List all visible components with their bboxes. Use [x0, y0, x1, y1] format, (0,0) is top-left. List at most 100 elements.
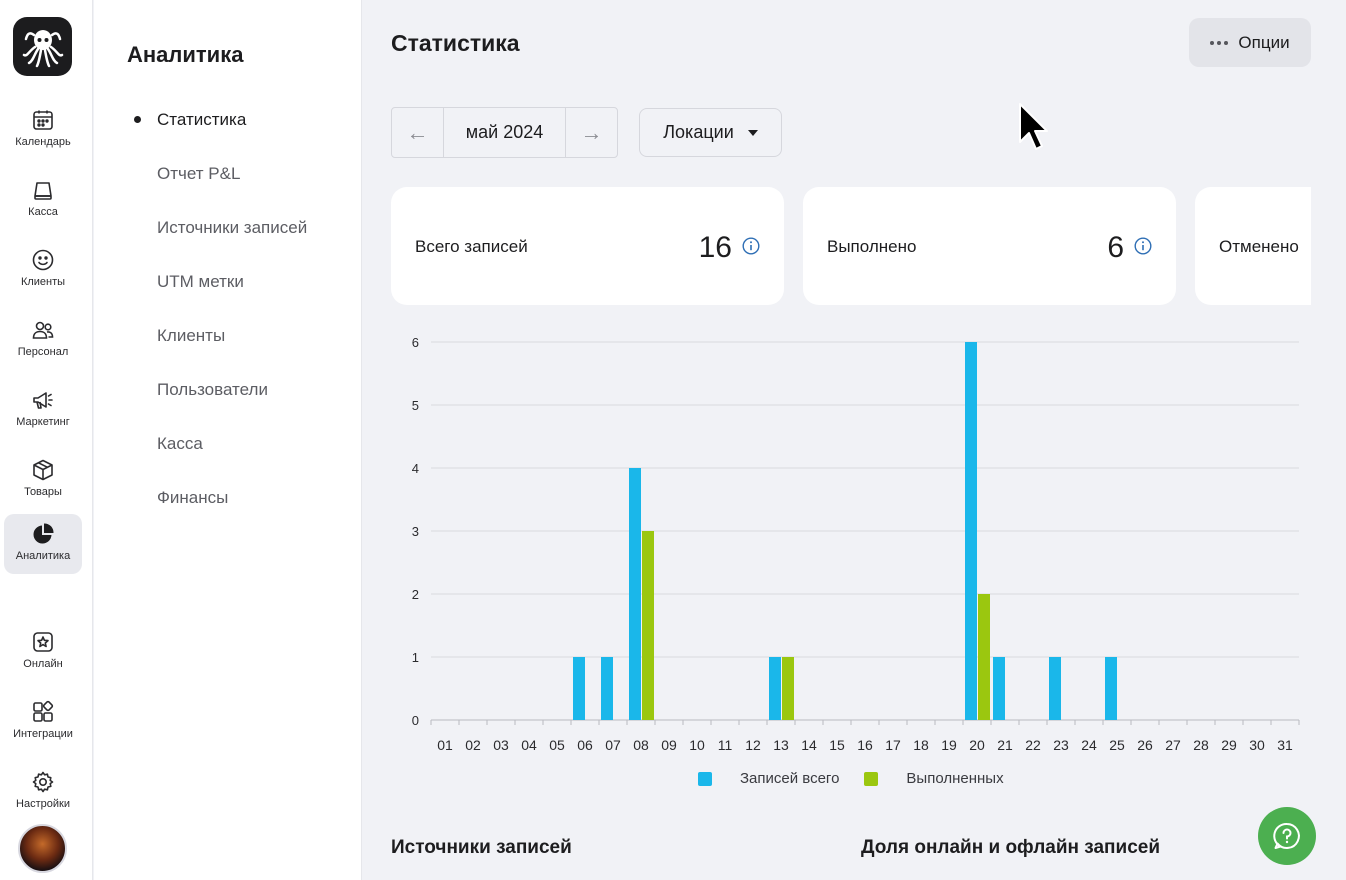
cash-register-icon: [34, 182, 52, 200]
online-offline-section-title: Доля онлайн и офлайн записей: [861, 837, 1161, 858]
x-tick-label: 17: [885, 737, 901, 753]
locations-dropdown[interactable]: Локации: [639, 108, 782, 157]
legend-swatch-total[interactable]: [698, 771, 712, 786]
rail-item-calendar[interactable]: Календарь: [4, 100, 82, 160]
options-button[interactable]: Опции: [1189, 18, 1311, 67]
x-tick-label: 01: [437, 737, 453, 753]
x-tick-label: 21: [997, 737, 1013, 753]
submenu-item-utm[interactable]: UTM метки: [157, 272, 244, 291]
x-tick-label: 02: [465, 737, 481, 753]
user-avatar[interactable]: [18, 824, 67, 873]
rail-item-settings[interactable]: Настройки: [4, 762, 82, 822]
rail-item-analytics[interactable]: Аналитика: [4, 514, 82, 574]
smile-icon: [32, 249, 54, 271]
bar-total-20: [965, 342, 977, 720]
submenu-item-users[interactable]: Пользователи: [157, 380, 268, 399]
submenu-item-finance[interactable]: Финансы: [157, 488, 229, 507]
sources-section-title: Источники записей: [391, 837, 572, 858]
octopus-logo[interactable]: [13, 17, 72, 76]
x-tick-label: 25: [1109, 737, 1125, 753]
rail-label: Маркетинг: [16, 416, 70, 428]
rail-label: Касса: [28, 206, 58, 218]
x-tick-label: 31: [1277, 737, 1293, 753]
rail-label: Персонал: [17, 346, 69, 358]
x-tick-label: 19: [941, 737, 957, 753]
x-tick-label: 09: [661, 737, 677, 753]
stat-label: Всего записей: [415, 237, 528, 256]
x-tick-label: 03: [493, 737, 509, 753]
info-icon[interactable]: [1134, 237, 1152, 255]
x-tick-label: 30: [1249, 737, 1265, 753]
rail-item-cash[interactable]: Касса: [4, 170, 82, 230]
submenu-item-clients[interactable]: Клиенты: [157, 326, 226, 345]
analytics-submenu: Аналитика Статистика Отчет P&L Источники…: [94, 0, 362, 880]
x-tick-label: 13: [773, 737, 789, 753]
submenu-item-sources[interactable]: Источники записей: [157, 218, 308, 237]
staff-icon: [32, 321, 54, 339]
x-tick-label: 29: [1221, 737, 1237, 753]
legend-label-done: Выполненных: [906, 770, 1004, 787]
star-badge-icon: [33, 632, 53, 652]
calendar-icon: [33, 110, 53, 130]
rail-item-staff[interactable]: Персонал: [4, 310, 82, 370]
submenu-item-cash[interactable]: Касса: [157, 434, 203, 453]
rail-item-integrations[interactable]: Интеграции: [4, 692, 82, 752]
legend-swatch-done[interactable]: [864, 771, 879, 786]
box-icon: [33, 459, 53, 481]
stat-value: 16: [698, 231, 732, 264]
rail-label: Клиенты: [20, 276, 66, 288]
x-tick-label: 11: [718, 737, 733, 753]
rail-item-online[interactable]: Онлайн: [4, 622, 82, 682]
stat-card-done: Выполнено 6: [803, 187, 1176, 305]
x-tick-label: 18: [913, 737, 929, 753]
x-tick-label: 12: [745, 737, 761, 753]
submenu-item-statistics[interactable]: Статистика: [157, 110, 247, 129]
info-icon[interactable]: [742, 237, 760, 255]
mouse-cursor-icon: [1019, 103, 1048, 150]
options-label: Опции: [1238, 32, 1290, 52]
y-tick-label: 2: [412, 587, 419, 602]
rail-item-goods[interactable]: Товары: [4, 450, 82, 510]
rail-item-marketing[interactable]: Маркетинг: [4, 380, 82, 440]
x-tick-label: 16: [857, 737, 873, 753]
bar-total-23: [1049, 657, 1061, 720]
active-bullet: [134, 116, 141, 123]
icon-rail: Календарь Касса Клиенты Персонал Маркети…: [0, 0, 93, 880]
y-tick-label: 4: [412, 461, 419, 476]
bar-total-25: [1105, 657, 1117, 720]
x-tick-label: 28: [1193, 737, 1209, 753]
submenu-item-pnl[interactable]: Отчет P&L: [157, 164, 241, 183]
puzzle-icon: [33, 700, 54, 722]
prev-month-button[interactable]: ←: [392, 108, 443, 157]
daily-records-chart: 0 1 2 3 4 5 6 01 02 03 04 05 06 07 08 09 10 11 12 13 14 15 16 1…: [391, 330, 1306, 765]
rail-label: Онлайн: [23, 658, 63, 670]
current-month[interactable]: май 2024: [443, 108, 566, 157]
rail-item-clients[interactable]: Клиенты: [4, 240, 82, 300]
chart-legend: Записей всего Выполненных: [698, 770, 1004, 787]
date-switcher: ← май 2024 →: [391, 107, 618, 158]
bar-total-13: [769, 657, 781, 720]
stat-value: 6: [1107, 231, 1124, 264]
next-month-button[interactable]: →: [566, 108, 617, 157]
locations-label: Локации: [663, 122, 734, 142]
stat-card-cancelled: Отменено: [1195, 187, 1311, 305]
help-button[interactable]: [1258, 807, 1316, 865]
octopus-logo-icon: [22, 29, 63, 67]
bar-total-21: [993, 657, 1005, 720]
x-tick-label: 04: [521, 737, 537, 753]
y-tick-label: 0: [412, 713, 419, 728]
rail-label: Календарь: [15, 136, 71, 148]
y-tick-label: 1: [412, 650, 419, 665]
x-tick-label: 20: [969, 737, 985, 753]
y-tick-label: 6: [412, 335, 419, 350]
help-chat-icon: [1273, 822, 1300, 849]
x-tick-label: 07: [605, 737, 621, 753]
bar-done-20: [978, 594, 990, 720]
x-tick-label: 26: [1137, 737, 1153, 753]
x-tick-label: 27: [1165, 737, 1181, 753]
x-tick-label: 24: [1081, 737, 1097, 753]
submenu-title: Аналитика: [127, 42, 244, 67]
arrow-right-icon: →: [580, 119, 603, 145]
y-tick-label: 3: [412, 524, 419, 539]
x-tick-label: 10: [689, 737, 705, 753]
